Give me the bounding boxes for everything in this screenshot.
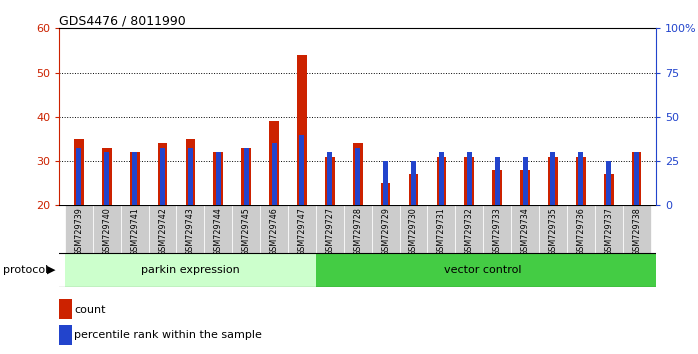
Bar (130, 152, 140, 205)
Bar (579, 152, 584, 205)
Bar (121, 205, 149, 253)
Bar (65, 253, 316, 287)
Bar (160, 148, 165, 205)
Bar (216, 152, 221, 205)
Bar (439, 152, 444, 205)
Text: GDS4476 / 8011990: GDS4476 / 8011990 (59, 14, 186, 27)
Bar (74, 139, 84, 205)
Bar (464, 156, 474, 205)
Bar (269, 121, 279, 205)
Text: GSM729728: GSM729728 (353, 207, 362, 256)
Bar (606, 161, 611, 205)
Text: GSM729741: GSM729741 (130, 207, 139, 256)
Text: percentile rank within the sample: percentile rank within the sample (74, 330, 262, 340)
Bar (455, 205, 483, 253)
Bar (595, 205, 623, 253)
Text: protocol: protocol (3, 265, 49, 275)
Text: GSM729746: GSM729746 (269, 207, 279, 256)
Bar (604, 175, 614, 205)
Text: GSM729729: GSM729729 (381, 207, 390, 256)
Bar (634, 152, 639, 205)
Bar (383, 161, 388, 205)
Bar (205, 205, 232, 253)
Text: GSM729739: GSM729739 (75, 207, 83, 256)
Bar (576, 156, 586, 205)
Text: GSM729736: GSM729736 (577, 207, 586, 256)
Bar (65, 205, 93, 253)
Text: parkin expression: parkin expression (141, 265, 240, 275)
Bar (623, 205, 651, 253)
Bar (242, 148, 251, 205)
Bar (260, 205, 288, 253)
Bar (177, 205, 205, 253)
Bar (102, 148, 112, 205)
Bar (299, 135, 304, 205)
Text: GSM729740: GSM729740 (102, 207, 111, 256)
Bar (427, 205, 455, 253)
Bar (632, 152, 641, 205)
Bar (76, 148, 82, 205)
Bar (371, 205, 399, 253)
Bar (492, 170, 502, 205)
Text: GSM729745: GSM729745 (242, 207, 251, 256)
Text: ▶: ▶ (47, 265, 56, 275)
Bar (327, 152, 332, 205)
Bar (523, 156, 528, 205)
Bar (59, 325, 72, 345)
Bar (59, 299, 72, 319)
Text: GSM729744: GSM729744 (214, 207, 223, 256)
Text: GSM729742: GSM729742 (158, 207, 167, 256)
Bar (511, 205, 539, 253)
Bar (408, 175, 418, 205)
Bar (244, 148, 248, 205)
Bar (436, 156, 446, 205)
Bar (467, 152, 472, 205)
Bar (551, 152, 556, 205)
Bar (411, 161, 416, 205)
Text: GSM729732: GSM729732 (465, 207, 474, 256)
Text: GSM729735: GSM729735 (549, 207, 558, 256)
Bar (399, 205, 427, 253)
Bar (149, 205, 177, 253)
Bar (380, 183, 390, 205)
Bar (355, 148, 360, 205)
Bar (495, 156, 500, 205)
Bar (104, 152, 110, 205)
Text: GSM729731: GSM729731 (437, 207, 446, 256)
Text: GSM729733: GSM729733 (493, 207, 502, 256)
Bar (297, 55, 307, 205)
Bar (353, 143, 362, 205)
Text: GSM729730: GSM729730 (409, 207, 418, 256)
Bar (158, 143, 168, 205)
Bar (483, 205, 511, 253)
Text: GSM729737: GSM729737 (604, 207, 614, 256)
Bar (186, 139, 195, 205)
Bar (325, 156, 335, 205)
Text: GSM729747: GSM729747 (297, 207, 306, 256)
Bar (567, 205, 595, 253)
Bar (316, 205, 344, 253)
Bar (214, 152, 223, 205)
Bar (344, 205, 371, 253)
Bar (188, 148, 193, 205)
Text: GSM729727: GSM729727 (325, 207, 334, 256)
Text: GSM729734: GSM729734 (521, 207, 530, 256)
Bar (132, 152, 137, 205)
Text: GSM729743: GSM729743 (186, 207, 195, 256)
Bar (93, 205, 121, 253)
Bar (539, 205, 567, 253)
Bar (232, 205, 260, 253)
Bar (316, 253, 656, 287)
Text: GSM729738: GSM729738 (632, 207, 641, 256)
Bar (288, 205, 316, 253)
Text: count: count (74, 305, 105, 315)
Bar (548, 156, 558, 205)
Bar (520, 170, 530, 205)
Text: vector control: vector control (445, 265, 522, 275)
Bar (272, 143, 276, 205)
